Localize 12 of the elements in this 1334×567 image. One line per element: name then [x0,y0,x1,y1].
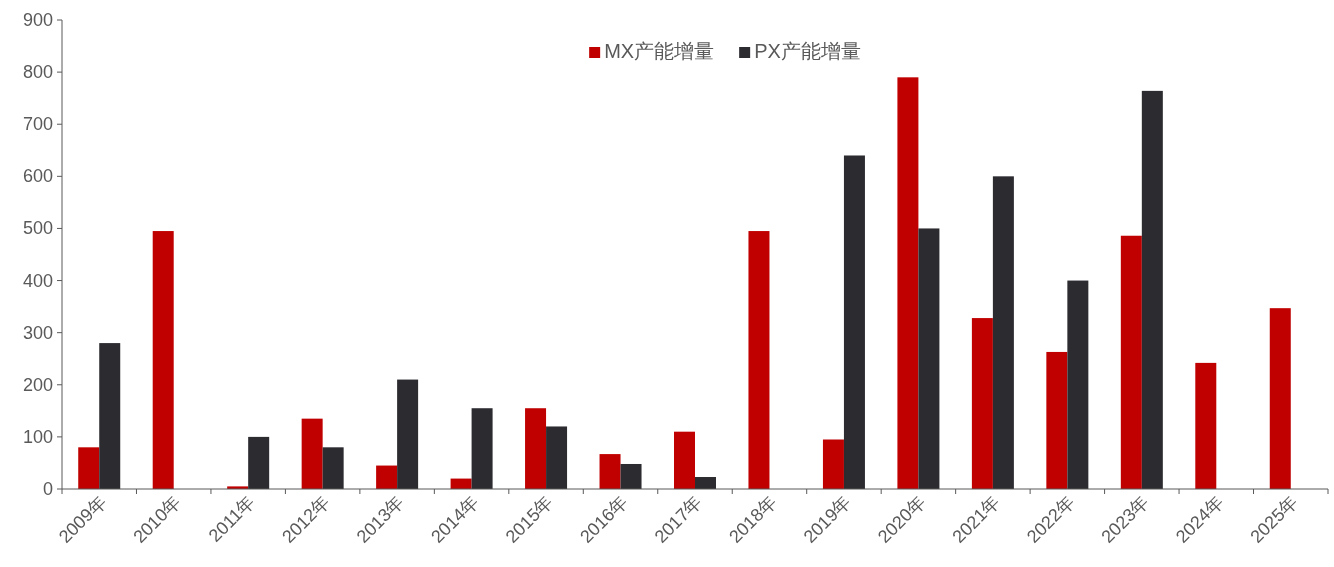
y-tick-label: 500 [22,218,53,239]
y-tick-label: 100 [22,426,53,447]
y-tick-label: 900 [22,10,53,30]
y-tick-label: 0 [42,479,53,499]
y-tick-label: 800 [22,62,53,83]
legend-label: PX产能增量 [754,40,861,62]
legend-label: MX产能增量 [604,40,715,62]
y-tick-label: 600 [22,166,53,187]
y-tick-label: 300 [22,322,53,343]
y-tick-label: 200 [22,374,53,395]
y-tick-label: 400 [22,270,53,291]
y-tick-label: 700 [22,114,53,135]
